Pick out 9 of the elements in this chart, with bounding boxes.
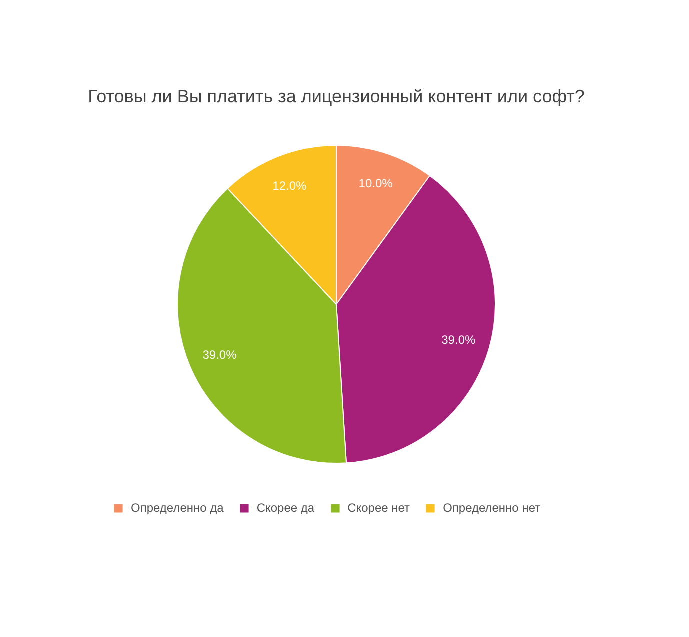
chart-title: Готовы ли Вы платить за лицензионный контент или софт?: [88, 86, 585, 106]
data-label: 39.0%: [442, 332, 476, 347]
data-label: 39.0%: [202, 348, 238, 362]
data-label: 10.0%: [358, 176, 394, 191]
legend-label: Определенно да: [131, 501, 224, 515]
legend-label: Скорее нет: [348, 501, 410, 515]
data-label: 12.0%: [272, 179, 308, 194]
legend-label: Определенно нет: [443, 501, 541, 515]
legend-label: Скорее да: [256, 501, 315, 515]
